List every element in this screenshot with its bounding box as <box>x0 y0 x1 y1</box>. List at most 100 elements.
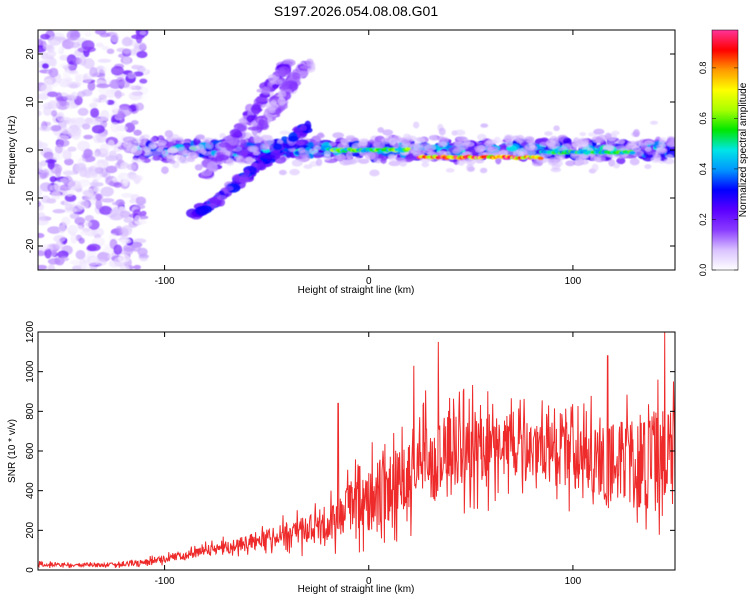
spectrogram-blob <box>79 55 87 66</box>
spectrogram-blob <box>118 239 132 244</box>
spectrogram-blob <box>91 124 105 134</box>
spectrogram-blob <box>329 141 337 147</box>
spectrogram-blob <box>201 169 213 177</box>
y-tick-label: 800 <box>25 403 36 420</box>
spectrogram-blob <box>121 37 133 47</box>
spectrogram-blob <box>104 76 112 85</box>
spectrogram-blob <box>292 72 301 80</box>
spectrogram-blob <box>68 65 77 70</box>
spectrogram-blob <box>437 141 448 147</box>
spectrogram-blob <box>524 136 535 143</box>
spectrogram-blob <box>51 191 61 200</box>
spectrogram-blob <box>479 168 488 174</box>
spectrogram-blob <box>291 159 303 167</box>
spectrogram-blob <box>105 88 116 99</box>
spectrogram-blob <box>67 120 76 127</box>
spectrogram-blob <box>217 154 230 161</box>
spectrogram-blob <box>373 141 381 147</box>
colorbar-tick-label: 0.2 <box>698 213 708 226</box>
spectrogram-blob <box>523 149 536 156</box>
spectrogram-blob <box>48 36 62 46</box>
spectrogram-blob <box>414 137 426 144</box>
spectrogram-blob <box>96 83 110 89</box>
spectrogram-blob <box>64 189 75 197</box>
spectrogram-blob <box>123 217 133 223</box>
spectrogram-blob <box>38 92 49 101</box>
y-tick-label: 600 <box>25 442 36 459</box>
spectrogram-blob <box>56 100 70 110</box>
spectrogram-blob <box>155 139 168 146</box>
spectrogram-blob <box>91 118 104 124</box>
spectrogram-blob <box>61 216 71 226</box>
spectrogram-blob <box>48 67 59 78</box>
spectrogram-blob <box>133 264 141 270</box>
spectrogram-blob <box>135 102 144 111</box>
x-tick-label: 0 <box>366 276 372 287</box>
spectrogram-blob <box>565 160 576 167</box>
spectrogram-blob <box>84 32 92 37</box>
spectrogram-blob <box>455 136 468 142</box>
spectrogram-blob <box>256 162 265 171</box>
spectrogram-blob <box>454 129 466 136</box>
spectrogram-blob <box>38 168 51 173</box>
colorbar-label: Normalized spectral amplitude <box>738 82 749 217</box>
spectrogram-blob <box>110 65 124 76</box>
spectrogram-blob <box>70 233 78 244</box>
spectrogram-blob <box>111 102 121 111</box>
spectrogram-blob <box>196 134 205 140</box>
spectrogram-blob <box>263 137 275 146</box>
spectrogram-blob <box>92 97 100 104</box>
spectrogram-blob <box>537 156 544 161</box>
spectrogram-blob <box>615 145 627 151</box>
spectrogram-blob <box>107 139 115 151</box>
spectrogram-blob <box>422 149 433 154</box>
spectrogram-blob <box>219 132 226 139</box>
spectrogram-blob <box>105 165 118 174</box>
spectrogram-blob <box>261 154 276 159</box>
spectrogram-blob <box>138 254 150 259</box>
spectrogram-blob <box>101 45 109 51</box>
y-tick-label: 200 <box>25 522 36 539</box>
spectrogram-blob <box>85 171 98 179</box>
spectrogram-blob <box>114 89 122 99</box>
spectrogram-blob <box>405 155 419 161</box>
spectrogram-blob <box>45 183 53 192</box>
spectrogram-blob <box>70 259 83 266</box>
spectrogram-blob <box>59 54 70 61</box>
spectrogram-blob <box>299 125 307 131</box>
colorbar-tick-label: 0.4 <box>698 163 708 176</box>
spectrogram-blob <box>297 147 306 154</box>
spectrogram-blob <box>113 182 122 188</box>
spectrogram-blob <box>123 48 132 54</box>
spectrogram-blob <box>504 135 513 143</box>
spectrogram-blob <box>39 125 52 132</box>
spectrogram-blob <box>666 141 675 146</box>
spectrogram-blob <box>50 110 58 117</box>
spectrogram-blob <box>265 101 279 111</box>
spectrogram-blob <box>49 175 57 183</box>
y-tick-label: 0 <box>25 567 36 573</box>
spectrogram-blob <box>66 104 77 110</box>
spectrogram-blob <box>186 157 195 163</box>
spectrogram-blob <box>377 127 384 133</box>
spectrogram-blob <box>66 30 80 41</box>
spectrogram-blob <box>115 153 123 162</box>
spectrogram-blob <box>130 120 139 125</box>
spectrogram-blob <box>100 99 109 106</box>
spectrogram-blob <box>352 157 361 163</box>
spectrogram-blob <box>38 110 42 117</box>
spectrogram-blob <box>38 200 42 208</box>
snr-series-line <box>38 332 675 569</box>
spectrogram-blob <box>138 155 148 160</box>
spectrogram-blob <box>69 69 79 75</box>
spectrogram-blob <box>77 107 89 116</box>
y-tick-label: 1000 <box>25 360 36 383</box>
spectrogram-blob <box>69 41 81 49</box>
spectrogram-blob <box>112 176 121 183</box>
spectrogram-blob <box>188 145 201 152</box>
spectrogram-blob <box>323 153 331 161</box>
spectrogram-blob <box>278 169 287 176</box>
spectrogram-blob <box>629 151 636 155</box>
spectrogram-blob <box>69 83 79 89</box>
spectrogram-blob <box>136 50 148 59</box>
